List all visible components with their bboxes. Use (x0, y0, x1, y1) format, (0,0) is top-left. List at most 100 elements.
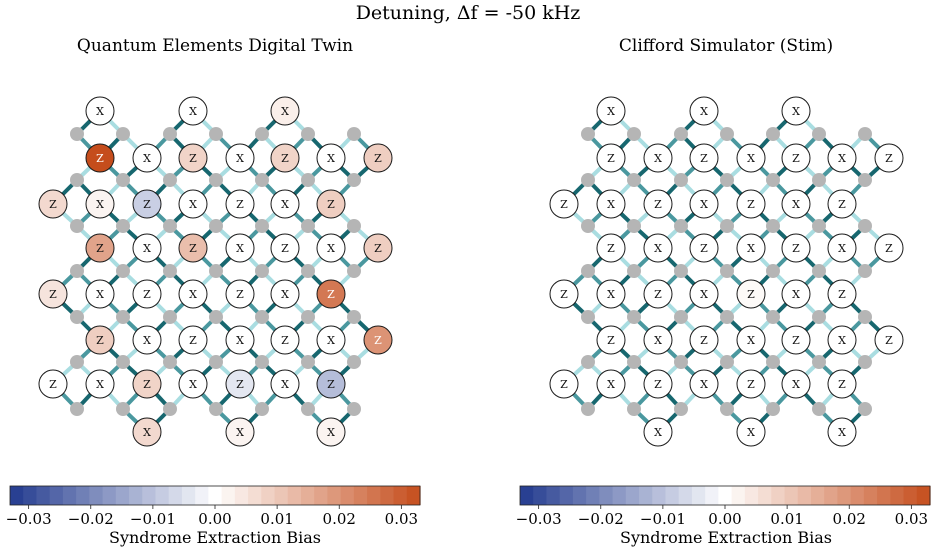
stabilizer-node (736, 189, 766, 219)
stabilizer-label: Z (700, 152, 708, 165)
stabilizer-label: X (700, 378, 708, 391)
data-qubit (720, 264, 734, 278)
data-qubit (812, 127, 826, 141)
data-qubit (627, 219, 641, 233)
stabilizer-label: Z (189, 152, 197, 165)
stabilizer-label: Z (49, 198, 57, 211)
stabilizer-node (132, 369, 162, 399)
stabilizer-label: X (654, 334, 662, 347)
colorbar-segment (340, 486, 355, 505)
stabilizer-node (85, 143, 115, 173)
colorbar: −0.03 −0.02 −0.01 0.00 0.01 0.02 0.03 (516, 485, 931, 528)
data-qubit (70, 127, 84, 141)
data-qubit (255, 402, 269, 416)
stabilizer-label: X (792, 198, 800, 211)
x-stabilizer: X (596, 369, 626, 399)
stabilizers: X X X Z X Z X Z X Z Z X Z X Z X Z Z X Z X Z X Z Z X Z X Z X Z Z X Z X Z X Z Z X… (549, 96, 904, 447)
x-stabilizer: X (689, 369, 719, 399)
stabilizer-label: X (838, 152, 846, 165)
stabilizer-node (781, 143, 811, 173)
stabilizer-node (643, 325, 673, 355)
colorbar-segment (327, 486, 342, 505)
z-stabilizer: Z (781, 325, 811, 355)
data-qubit (255, 173, 269, 187)
data-qubit (674, 310, 688, 324)
stabilizer-label: Z (885, 334, 893, 347)
colorbar-tick-label: −0.01 (640, 510, 686, 528)
data-qubit (581, 310, 595, 324)
stabilizer-label: X (792, 288, 800, 301)
x-stabilizer: X (827, 325, 857, 355)
data-qubit (766, 173, 780, 187)
stabilizer-label: Z (607, 152, 615, 165)
stabilizer-node (596, 189, 626, 219)
data-qubit (858, 310, 872, 324)
stabilizer-label: Z (281, 152, 289, 165)
colorbar-segment (771, 486, 786, 505)
stabilizer-label: X (747, 242, 755, 255)
data-qubit (627, 402, 641, 416)
stabilizer-node (38, 369, 68, 399)
data-qubit (720, 402, 734, 416)
stabilizer-label: Z (143, 288, 151, 301)
colorbar-segment (142, 486, 157, 505)
stabilizer-node (270, 279, 300, 309)
data-qubit (812, 173, 826, 187)
data-qubit (163, 127, 177, 141)
x-stabilizer: X (316, 233, 346, 263)
data-qubit (209, 310, 223, 324)
stabilizer-node (596, 279, 626, 309)
data-qubit (627, 127, 641, 141)
x-stabilizer: X (596, 96, 626, 126)
stabilizer-node (270, 96, 300, 126)
data-qubit (581, 219, 595, 233)
colorbar-segment (877, 486, 891, 505)
colorbar-segment (784, 486, 799, 505)
stabilizer-node (689, 369, 719, 399)
data-qubit (209, 173, 223, 187)
stabilizer-node (549, 189, 579, 219)
data-qubit (255, 264, 269, 278)
data-qubit (209, 355, 223, 369)
stabilizer-label: Z (327, 378, 335, 391)
x-stabilizer: X (643, 417, 673, 447)
z-stabilizer: Z (874, 143, 904, 173)
data-qubit (301, 310, 315, 324)
x-stabilizer: X (643, 233, 673, 263)
z-stabilizer: Z (689, 325, 719, 355)
data-qubit (347, 310, 361, 324)
colorbar-segment (168, 486, 183, 505)
colorbar-segment (744, 486, 759, 505)
stabilizer-node (874, 233, 904, 263)
stabilizer-node (736, 417, 766, 447)
x-stabilizer: X (736, 417, 766, 447)
x-stabilizer: X (827, 417, 857, 447)
stabilizer-label: X (236, 426, 244, 439)
stabilizer-label: Z (654, 198, 662, 211)
colorbar-segment (520, 486, 534, 505)
stabilizer-node (689, 279, 719, 309)
z-stabilizer: Z (316, 189, 346, 219)
x-stabilizer: X (689, 279, 719, 309)
z-stabilizer: Z (132, 189, 162, 219)
data-qubit (301, 402, 315, 416)
stabilizer-label: X (96, 105, 104, 118)
data-qubit (70, 219, 84, 233)
data-qubit (70, 264, 84, 278)
surface-code-lattice: X X X Z X Z X Z X Z Z X Z X Z X Z Z X Z X Z X Z Z X Z X Z X Z Z X Z X Z X Z Z X… (38, 96, 393, 447)
x-stabilizer: X (178, 279, 208, 309)
colorbar-tick-label: −0.03 (6, 510, 52, 528)
stabilizer-node (643, 233, 673, 263)
stabilizer-node (827, 279, 857, 309)
data-qubit (301, 127, 315, 141)
stabilizer-label: Z (96, 334, 104, 347)
z-stabilizer: Z (38, 189, 68, 219)
stabilizer-node (549, 279, 579, 309)
colorbar-tick-label: −0.02 (578, 510, 624, 528)
colorbar-segment (678, 486, 693, 505)
stabilizer-label: Z (560, 288, 568, 301)
stabilizer-node (132, 325, 162, 355)
z-stabilizer: Z (874, 325, 904, 355)
